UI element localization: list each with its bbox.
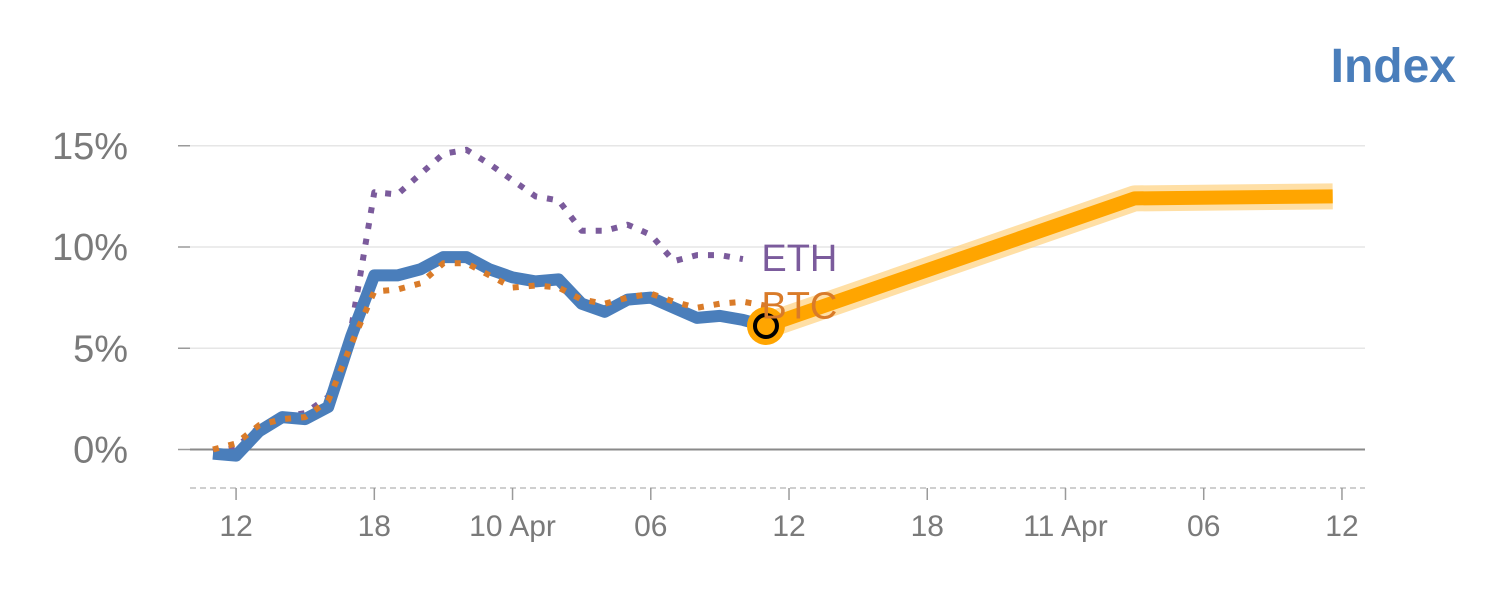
series-label-btc: BTC (761, 286, 837, 328)
y-tick-label: 5% (73, 328, 128, 370)
x-axis: 12 18 10 Apr 06 12 18 11 Apr 06 12 (190, 487, 1365, 543)
series-labels: ETH BTC (761, 238, 837, 328)
series-projection-halo (761, 183, 1333, 339)
series-btc-line (212, 260, 767, 453)
grid (190, 145, 1365, 451)
x-tick-label: 11 Apr (1023, 510, 1108, 543)
series-label-eth: ETH (761, 238, 837, 280)
x-tick-label: 10 Apr (469, 510, 556, 543)
x-tick-label: 06 (634, 510, 667, 543)
x-tick-label: 18 (911, 510, 944, 543)
endpoint-marker (752, 312, 779, 339)
x-tick-label: 12 (1325, 510, 1358, 543)
y-tick-label: 0% (73, 430, 128, 472)
x-tick-label: 12 (772, 510, 805, 543)
x-tick-label: 06 (1187, 510, 1220, 543)
y-tick-label: 15% (52, 126, 128, 168)
y-tick-label: 10% (52, 227, 128, 269)
series (212, 146, 1333, 462)
series-index-line (212, 251, 768, 462)
x-tick-label: 18 (358, 510, 391, 543)
series-projection-line (763, 189, 1333, 333)
x-tick-label: 12 (219, 510, 252, 543)
chart-title: Index (1331, 40, 1457, 93)
y-axis: 0% 5% 10% 15% (52, 126, 190, 472)
